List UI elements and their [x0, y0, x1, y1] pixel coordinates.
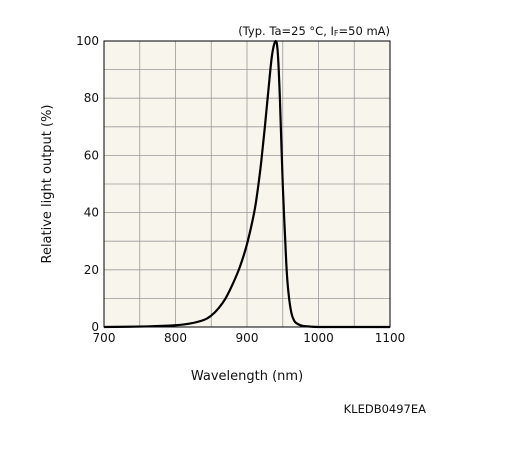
y-tick-label: 20	[84, 263, 99, 277]
y-tick-label: 40	[84, 206, 99, 220]
y-axis-ticks: 0 20 40 60 80 100	[76, 34, 99, 334]
figure-code: KLEDB0497EA	[344, 402, 426, 416]
y-axis-label: Relative light output (%)	[40, 104, 55, 263]
x-tick-label: 900	[236, 331, 259, 345]
y-tick-label: 100	[76, 34, 99, 48]
plot-frame	[103, 40, 391, 328]
x-axis-label: Wavelength (nm)	[191, 369, 303, 384]
x-tick-label: 1100	[375, 331, 406, 345]
x-tick-label: 1000	[303, 331, 334, 345]
x-tick-label: 800	[164, 331, 187, 345]
conditions-note: (Typ. Ta=25 °C, IF=50 mA)	[238, 24, 390, 38]
x-axis-ticks: 700 800 900 1000 1100	[93, 331, 406, 345]
y-tick-label: 0	[91, 320, 99, 334]
x-tick-label: 700	[93, 331, 116, 345]
y-tick-label: 80	[84, 91, 99, 105]
series-line	[103, 39, 390, 329]
y-tick-label: 60	[84, 148, 99, 162]
